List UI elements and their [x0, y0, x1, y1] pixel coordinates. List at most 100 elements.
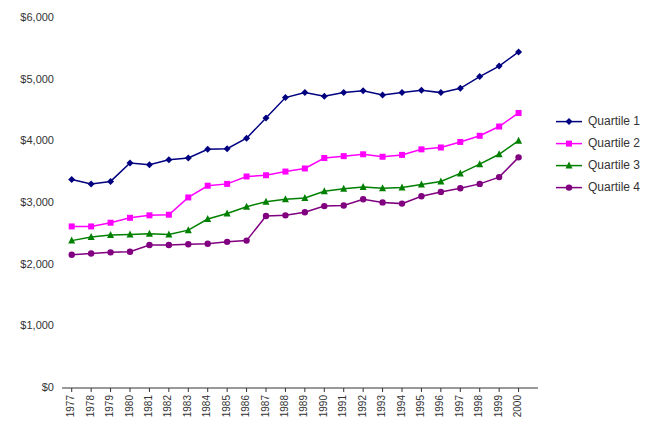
x-tick: [168, 388, 169, 392]
x-tick: [266, 388, 267, 392]
x-tick-label: 1980: [124, 395, 135, 418]
point: [515, 48, 522, 55]
x-tick-label: 1992: [357, 395, 368, 418]
point: [302, 165, 308, 171]
legend-marker: [566, 184, 572, 190]
x-tick: [149, 388, 150, 392]
point: [263, 114, 270, 121]
point: [301, 194, 308, 201]
point: [243, 237, 249, 243]
point: [263, 198, 270, 205]
point: [146, 230, 153, 237]
legend-marker: [566, 118, 573, 125]
series-line: [72, 52, 519, 184]
x-tick-label: 1993: [376, 395, 387, 418]
x-tick-label: 1996: [434, 395, 445, 418]
point: [263, 213, 269, 219]
x-tick-label: 2000: [512, 395, 523, 418]
x-tick-label: 1984: [201, 395, 212, 418]
point: [496, 174, 502, 180]
point: [204, 215, 211, 222]
point: [515, 137, 522, 144]
point: [127, 215, 133, 221]
point: [341, 153, 347, 159]
x-tick-label: 1985: [221, 395, 232, 418]
x-tick: [440, 388, 441, 392]
x-tick: [71, 388, 72, 392]
x-tick: [227, 388, 228, 392]
point: [399, 184, 406, 191]
point: [185, 241, 191, 247]
point: [321, 93, 328, 100]
x-tick-label: 1983: [182, 395, 193, 418]
x-tick-label: 1981: [143, 395, 154, 418]
point: [477, 181, 483, 187]
point: [88, 233, 95, 240]
point: [224, 209, 231, 216]
x-axis-line: [62, 388, 538, 389]
x-tick: [402, 388, 403, 392]
point: [399, 200, 405, 206]
x-tick-label: 1991: [337, 395, 348, 418]
point: [399, 89, 406, 96]
y-tick-label: $1,000: [20, 319, 54, 331]
point: [418, 193, 424, 199]
point: [185, 154, 192, 161]
point: [341, 202, 347, 208]
point: [340, 89, 347, 96]
point: [379, 92, 386, 99]
point: [496, 63, 503, 70]
point: [88, 250, 94, 256]
x-tick-label: 1988: [279, 395, 290, 418]
x-tick: [382, 388, 383, 392]
x-tick: [343, 388, 344, 392]
point: [127, 230, 134, 237]
point: [224, 239, 230, 245]
x-tick: [130, 388, 131, 392]
x-tick: [460, 388, 461, 392]
point: [244, 173, 250, 179]
point: [88, 223, 94, 229]
point: [496, 150, 503, 157]
x-tick: [324, 388, 325, 392]
x-tick-label: 1989: [298, 395, 309, 418]
y-tick-label: $5,000: [20, 73, 54, 85]
series-line: [72, 113, 519, 226]
point: [224, 145, 231, 152]
point: [476, 160, 483, 167]
point: [165, 230, 172, 237]
point: [146, 242, 152, 248]
point: [68, 237, 75, 244]
point: [457, 139, 463, 145]
point: [360, 151, 366, 157]
point: [360, 196, 366, 202]
point: [146, 161, 153, 168]
x-tick-label: 1977: [65, 395, 76, 418]
legend-label: Quartile 2: [588, 136, 640, 150]
x-tick-label: 1978: [85, 395, 96, 418]
point: [185, 194, 191, 200]
x-tick-label: 1998: [473, 395, 484, 418]
x-tick-label: 1987: [260, 395, 271, 418]
x-tick-label: 1982: [162, 395, 173, 418]
point: [165, 156, 172, 163]
point: [321, 155, 327, 161]
point: [380, 154, 386, 160]
x-tick: [110, 388, 111, 392]
point: [204, 146, 211, 153]
chart: $0$1,000$2,000$3,000$4,000$5,000$6,00019…: [0, 0, 668, 440]
x-tick: [518, 388, 519, 392]
point: [477, 133, 483, 139]
y-tick-label: $3,000: [20, 196, 54, 208]
y-tick-label: $0: [42, 381, 54, 393]
legend-label: Quartile 4: [588, 180, 640, 194]
x-tick-label: 1999: [493, 395, 504, 418]
point: [243, 203, 250, 210]
point: [301, 89, 308, 96]
legend-marker: [566, 141, 572, 147]
x-tick-label: 1994: [396, 395, 407, 418]
point: [516, 110, 522, 116]
legend-label: Quartile 3: [588, 158, 640, 172]
x-tick: [363, 388, 364, 392]
point: [515, 154, 521, 160]
